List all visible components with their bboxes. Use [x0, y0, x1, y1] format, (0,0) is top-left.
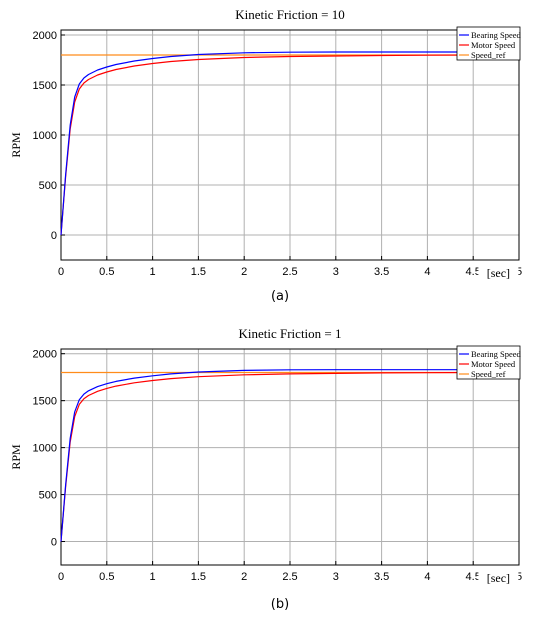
x-tick-label: 2.5	[282, 266, 297, 278]
y-tick-label: 2000	[33, 30, 57, 42]
x-tick-label: 1.5	[191, 571, 206, 583]
axes-frame	[60, 348, 520, 566]
chart-title: Kinetic Friction = 1	[238, 326, 341, 341]
y-tick-label: 500	[39, 490, 57, 502]
x-tick-label: 2	[241, 266, 247, 278]
y-tick-label: 0	[51, 230, 57, 242]
x-tick-label: 3	[333, 266, 339, 278]
chart-title: Kinetic Friction = 10	[235, 7, 345, 22]
legend-label-speed-ref: Speed_ref	[471, 369, 506, 379]
bearing-speed-line	[60, 51, 474, 236]
x-tick-label: 1	[150, 266, 156, 278]
y-axis-label: RPM	[9, 132, 23, 158]
figure-caption: (a)	[271, 289, 289, 304]
y-tick-label: 500	[39, 180, 57, 192]
y-tick-label: 1000	[33, 443, 57, 455]
motor-speed-line	[60, 371, 519, 542]
legend-label-motor-speed: Motor Speed	[471, 359, 516, 369]
figure-caption: (b)	[271, 597, 289, 612]
y-tick-label: 2000	[33, 349, 57, 361]
unit-label-bg	[478, 265, 519, 280]
chart-panel-b: 0 0.5 1 1.5 2 2.5 3 3.5 4 4.5 5 0 500 1000 1500 2000 Kin…	[9, 326, 522, 612]
bearing-speed-line	[60, 369, 519, 542]
axes-frame	[60, 29, 520, 261]
legend-label-motor-speed: Motor Speed	[471, 40, 516, 50]
y-tick-label: 1500	[33, 80, 57, 92]
legend-label-speed-ref: Speed_ref	[471, 50, 506, 60]
x-tick-label: 5	[516, 571, 522, 583]
unit-label-bg	[478, 570, 519, 585]
x-tick-label: 1	[150, 571, 156, 583]
x-tick-label: 1.5	[191, 266, 206, 278]
x-tick-label: 0	[58, 571, 64, 583]
legend-label-bearing-speed: Bearing Speed	[471, 349, 522, 359]
y-tick-label: 1500	[33, 396, 57, 408]
x-tick-label: 4.5	[466, 266, 481, 278]
y-tick-label: 1000	[33, 130, 57, 142]
x-tick-label: 3	[333, 571, 339, 583]
x-tick-label: 2.5	[282, 571, 297, 583]
x-tick-label: 0.5	[99, 571, 114, 583]
chart-panel-a: 0 0.5 1 1.5 2 2.5 3 3.5 4 4.5 5 0 500 1000 1500 2000 Kin…	[9, 7, 522, 304]
x-tick-label: 5	[516, 266, 522, 278]
legend-label-bearing-speed: Bearing Speed	[471, 30, 522, 40]
x-tick-label: 0	[58, 266, 64, 278]
y-axis-label: RPM	[9, 444, 23, 470]
y-tick-label: 0	[51, 537, 57, 549]
x-tick-label: 4	[424, 571, 430, 583]
x-tick-label: 0.5	[99, 266, 114, 278]
x-unit-label: [sec]	[487, 571, 510, 585]
motor-speed-line	[60, 54, 519, 236]
x-tick-label: 3.5	[374, 266, 389, 278]
x-tick-label: 4	[424, 266, 430, 278]
x-tick-label: 4.5	[466, 571, 481, 583]
x-tick-label: 2	[241, 571, 247, 583]
x-tick-label: 3.5	[374, 571, 389, 583]
x-unit-label: [sec]	[487, 266, 510, 280]
